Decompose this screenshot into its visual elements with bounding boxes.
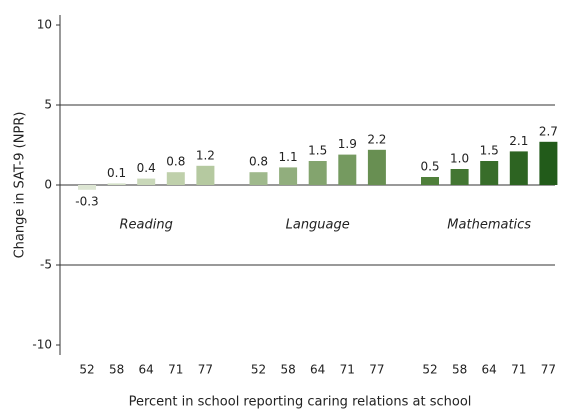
x-tick-label: 52 [79, 363, 94, 377]
value-label: 1.1 [279, 150, 298, 164]
value-label: 2.2 [367, 132, 386, 146]
y-axis-title: Change in SAT-9 (NPR) [13, 112, 28, 259]
value-label: 1.2 [196, 148, 215, 162]
value-label: 0.8 [166, 155, 185, 169]
bar [107, 183, 126, 185]
value-label: 0.8 [249, 155, 268, 169]
value-label: 0.1 [107, 166, 126, 180]
value-label: 2.7 [539, 124, 558, 138]
value-label: 1.0 [450, 152, 469, 166]
value-label: 2.1 [509, 134, 528, 148]
value-label: 1.5 [480, 144, 499, 158]
x-tick-label: 77 [541, 363, 556, 377]
bar [279, 167, 298, 185]
x-tick-label: 58 [280, 363, 295, 377]
y-tick-label: 10 [37, 18, 52, 32]
value-label: 1.5 [308, 144, 327, 158]
y-tick-label: -5 [40, 258, 52, 272]
x-tick-label: 58 [452, 363, 467, 377]
x-tick-label: 58 [109, 363, 124, 377]
group-label: Reading [120, 218, 173, 233]
x-tick-label: 71 [168, 363, 183, 377]
bar [137, 178, 156, 185]
group-label: Language [286, 218, 350, 233]
x-tick-label: 64 [139, 363, 154, 377]
x-tick-label: 77 [369, 363, 384, 377]
bar [166, 172, 185, 185]
x-tick-label: 52 [251, 363, 266, 377]
x-tick-label: 52 [422, 363, 437, 377]
x-tick-label: 71 [511, 363, 526, 377]
bar [450, 169, 469, 185]
x-tick-label: 64 [310, 363, 325, 377]
bar [367, 149, 386, 185]
value-label: 0.4 [137, 161, 156, 175]
bar [308, 161, 327, 185]
y-tick-label: 5 [44, 98, 52, 112]
bar [421, 177, 439, 185]
value-label: 1.9 [338, 137, 357, 151]
y-tick-label: -10 [32, 338, 52, 352]
bar [196, 165, 215, 185]
x-tick-label: 71 [340, 363, 355, 377]
x-axis-title: Percent in school reporting caring relat… [129, 395, 472, 410]
bar [338, 154, 357, 185]
value-label: 0.5 [420, 160, 439, 174]
y-tick-label: 0 [44, 178, 52, 192]
group-label: Mathematics [447, 218, 531, 233]
bar [249, 172, 268, 185]
x-tick-label: 64 [482, 363, 497, 377]
bar [539, 141, 558, 185]
x-tick-label: 77 [198, 363, 213, 377]
bar [78, 185, 96, 190]
bar [480, 161, 499, 185]
value-label: -0.3 [75, 194, 98, 208]
bar [509, 151, 528, 185]
